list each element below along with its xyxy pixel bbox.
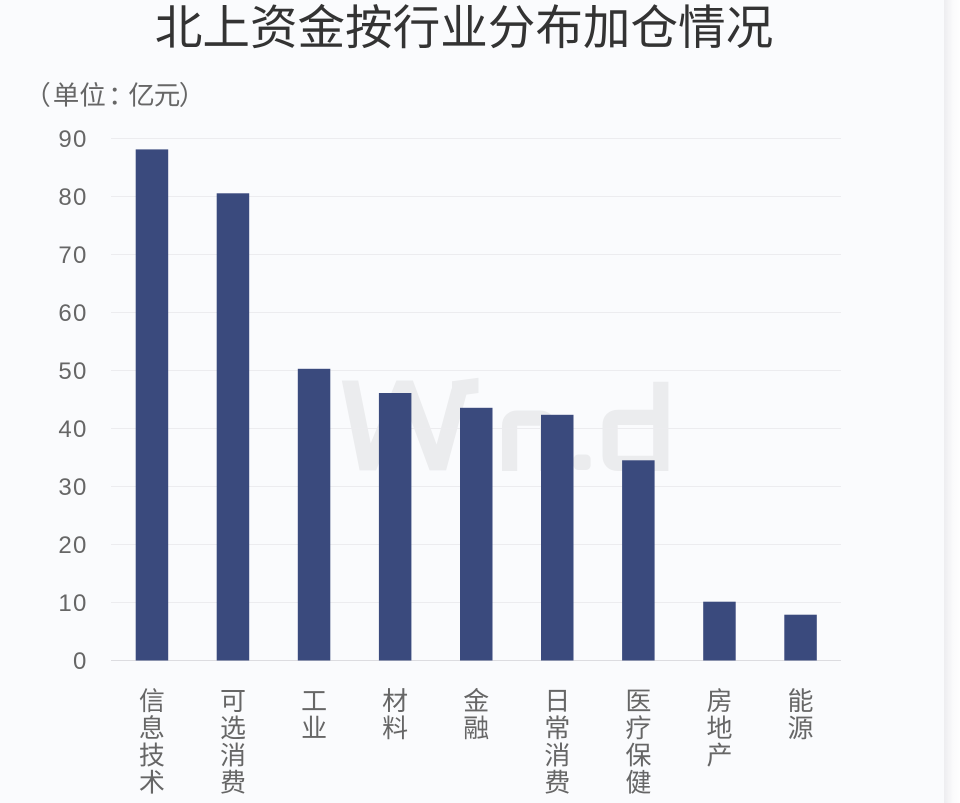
svg-text:70: 70	[58, 242, 87, 269]
svg-text:80: 80	[58, 184, 87, 211]
svg-text:20: 20	[58, 532, 87, 559]
svg-text:40: 40	[58, 416, 87, 443]
svg-text:90: 90	[58, 126, 87, 153]
svg-text:50: 50	[58, 358, 87, 385]
svg-text:10: 10	[58, 590, 87, 617]
svg-text:30: 30	[58, 474, 87, 501]
svg-text:0: 0	[73, 648, 88, 675]
svg-text:60: 60	[58, 300, 87, 327]
